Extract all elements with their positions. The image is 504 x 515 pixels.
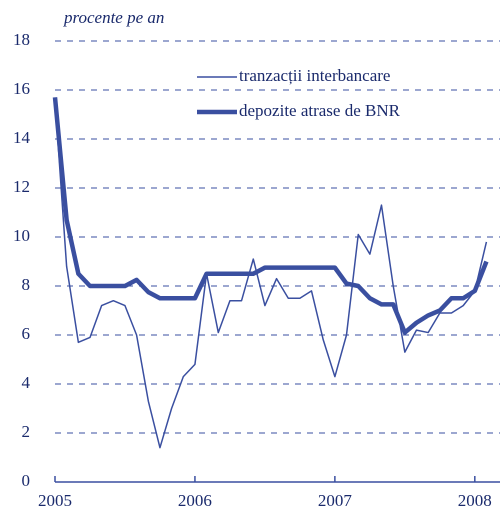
y-tick-label: 0 — [22, 471, 31, 490]
y-tick-label: 12 — [13, 177, 30, 196]
x-tick-label: 2008 — [458, 491, 492, 510]
y-tick-label: 10 — [13, 226, 30, 245]
legend-label: tranzacții interbancare — [239, 66, 390, 85]
x-tick-label: 2005 — [38, 491, 72, 510]
y-tick-label: 2 — [22, 422, 31, 441]
y-tick-label: 18 — [13, 30, 30, 49]
y-tick-label: 14 — [13, 128, 31, 147]
y-tick-label: 8 — [22, 275, 31, 294]
series-line — [52, 97, 489, 335]
x-tick-label: 2006 — [178, 491, 212, 510]
y-tick-label: 4 — [22, 373, 31, 392]
y-tick-label: 16 — [13, 79, 30, 98]
series-line — [54, 99, 488, 449]
legend-label: depozite atrase de BNR — [239, 101, 401, 120]
y-axis-label: procente pe an — [63, 8, 164, 27]
y-tick-label: 6 — [22, 324, 31, 343]
x-tick-label: 2007 — [318, 491, 353, 510]
